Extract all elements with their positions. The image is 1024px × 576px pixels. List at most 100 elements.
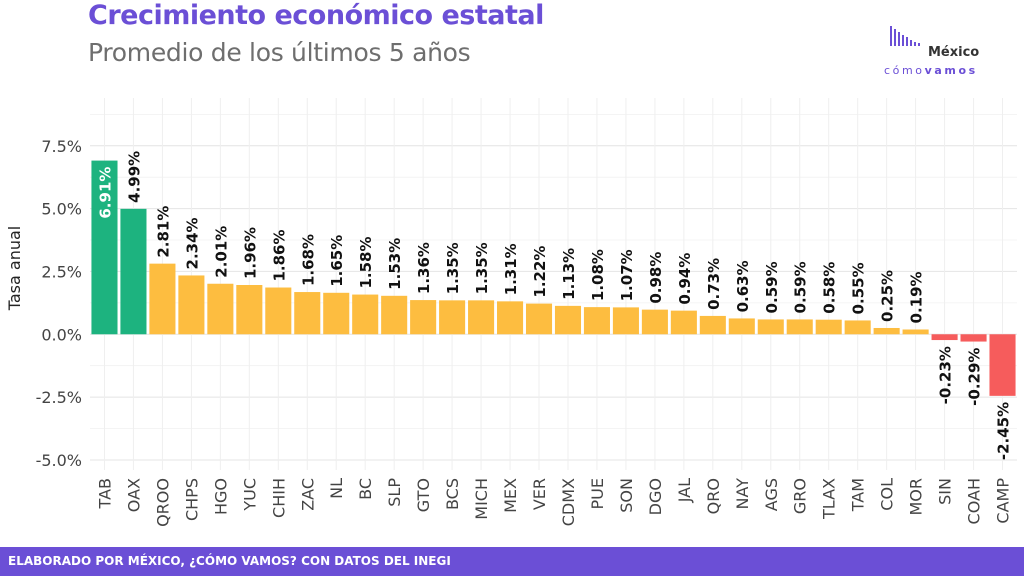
- data-label: 1.53%: [386, 238, 404, 290]
- bar-camp: [989, 334, 1016, 396]
- data-label: -0.23%: [937, 346, 955, 404]
- bar-nl: [323, 292, 350, 335]
- logo-word-mexico: México: [928, 45, 980, 60]
- bar-chih: [265, 287, 292, 335]
- data-label: 6.91%: [96, 167, 114, 219]
- x-tick-label: CAMP: [994, 478, 1013, 524]
- bar-jal: [670, 310, 697, 335]
- bar-chps: [178, 275, 205, 335]
- data-label: 1.35%: [444, 242, 462, 294]
- x-tick-label: SIN: [936, 478, 955, 505]
- x-tick-label: TAM: [849, 478, 868, 512]
- bar-dgo: [641, 309, 668, 335]
- x-tick-label: DGO: [646, 478, 665, 515]
- chart-title: Crecimiento económico estatal: [88, 0, 544, 31]
- bar-zac: [294, 292, 321, 335]
- x-tick-label: GTO: [414, 478, 433, 512]
- x-tick-label: BCS: [443, 478, 462, 510]
- data-label: 1.68%: [299, 234, 317, 286]
- data-label: 2.01%: [212, 226, 230, 278]
- y-tick-label: -5.0%: [36, 451, 82, 470]
- y-axis-title: Tasa anual: [5, 226, 24, 312]
- x-tick-label: MOR: [907, 478, 926, 516]
- x-tick-label: GRO: [791, 478, 810, 514]
- bar-bcs: [439, 300, 466, 335]
- x-tick-label: CHIH: [269, 478, 288, 518]
- data-label: 1.96%: [241, 227, 259, 279]
- bar-mex: [497, 301, 524, 335]
- data-label: 0.94%: [676, 253, 694, 305]
- data-label: 1.08%: [589, 249, 607, 301]
- data-label: 0.55%: [850, 262, 868, 314]
- bar-pue: [583, 307, 610, 335]
- x-tick-label: YUC: [240, 478, 259, 512]
- bars: [91, 160, 1016, 396]
- bar-tab: [91, 160, 118, 335]
- bar-sin: [931, 334, 958, 341]
- x-tick-label: PUE: [588, 478, 607, 509]
- x-tick-label: QRO: [704, 478, 723, 514]
- y-tick-label: 2.5%: [41, 262, 82, 281]
- bar-chart: 6.91% 4.99% 2.81% 2.34% 2.01% 1.96% 1.86% 1.68%…: [5, 98, 1017, 527]
- bar-mich: [468, 300, 495, 335]
- bar-coah: [960, 334, 987, 342]
- x-tick-label: OAX: [124, 478, 143, 512]
- x-axis: TAB OAX QROO CHPS HGO YUC CHIH ZAC NL BC SLP GTO BCS…: [95, 478, 1012, 527]
- data-label: 2.34%: [183, 217, 201, 269]
- x-tick-label: SLP: [385, 478, 404, 507]
- x-tick-label: COL: [878, 478, 897, 511]
- data-label: 0.58%: [821, 262, 839, 314]
- logo-word-como-vamos: cómovamos: [884, 64, 978, 77]
- data-label: 4.99%: [125, 151, 143, 203]
- data-label: 0.73%: [705, 258, 723, 310]
- y-tick-label: 5.0%: [41, 200, 82, 219]
- data-label: 1.36%: [415, 242, 433, 294]
- bar-cdmx: [554, 305, 582, 335]
- bar-yuc: [236, 285, 263, 335]
- x-tick-label: TLAX: [820, 478, 839, 520]
- x-tick-label: BC: [356, 478, 375, 500]
- data-label: 1.22%: [531, 246, 549, 298]
- x-tick-label: HGO: [211, 478, 230, 515]
- bar-tlax: [815, 319, 842, 335]
- logo-bars-icon: [890, 26, 920, 46]
- data-label: 1.07%: [618, 249, 636, 301]
- x-tick-label: JAL: [675, 478, 694, 503]
- y-tick-label: 7.5%: [41, 137, 82, 156]
- data-label: 1.86%: [270, 229, 288, 281]
- bar-gto: [410, 300, 437, 335]
- x-tick-label: QROO: [153, 478, 172, 527]
- chart-subtitle: Promedio de los últimos 5 años: [88, 38, 471, 67]
- mexico-como-vamos-logo: México cómovamos: [884, 22, 1004, 88]
- x-tick-label: SON: [617, 478, 636, 513]
- data-label: 2.81%: [154, 206, 172, 258]
- bar-gro: [786, 319, 813, 335]
- data-label: 0.59%: [763, 261, 781, 313]
- bar-son: [612, 307, 639, 335]
- data-label: -0.29%: [966, 348, 984, 406]
- x-tick-label: MICH: [472, 478, 491, 520]
- y-axis: -5.0% -2.5% 0.0% 2.5% 5.0% 7.5%: [36, 137, 82, 470]
- data-label: 1.58%: [357, 237, 375, 289]
- x-tick-label: COAH: [965, 478, 984, 524]
- bar-qro: [699, 315, 726, 335]
- footer-bar: ELABORADO POR MÉXICO, ¿CÓMO VAMOS? CON D…: [0, 547, 1024, 576]
- data-label: -2.45%: [995, 402, 1013, 460]
- data-label: 1.35%: [473, 242, 491, 294]
- grid-lines: [90, 98, 1017, 470]
- bar-hgo: [207, 283, 234, 335]
- x-tick-label: CDMX: [559, 478, 578, 526]
- x-tick-label: CHPS: [182, 478, 201, 521]
- bar-nay: [728, 318, 755, 335]
- bar-oax: [120, 208, 147, 335]
- data-labels: 6.91% 4.99% 2.81% 2.34% 2.01% 1.96% 1.86% 1.68%…: [96, 151, 1012, 460]
- x-tick-label: NAY: [733, 478, 752, 510]
- x-tick-label: ZAC: [298, 478, 317, 511]
- data-label: 0.25%: [879, 270, 897, 322]
- bar-ags: [757, 319, 784, 335]
- bar-bc: [352, 294, 379, 335]
- x-tick-label: AGS: [762, 478, 781, 511]
- bar-slp: [381, 295, 408, 335]
- x-tick-label: TAB: [95, 478, 114, 509]
- footer-credit: ELABORADO POR MÉXICO, ¿CÓMO VAMOS? CON D…: [8, 554, 451, 568]
